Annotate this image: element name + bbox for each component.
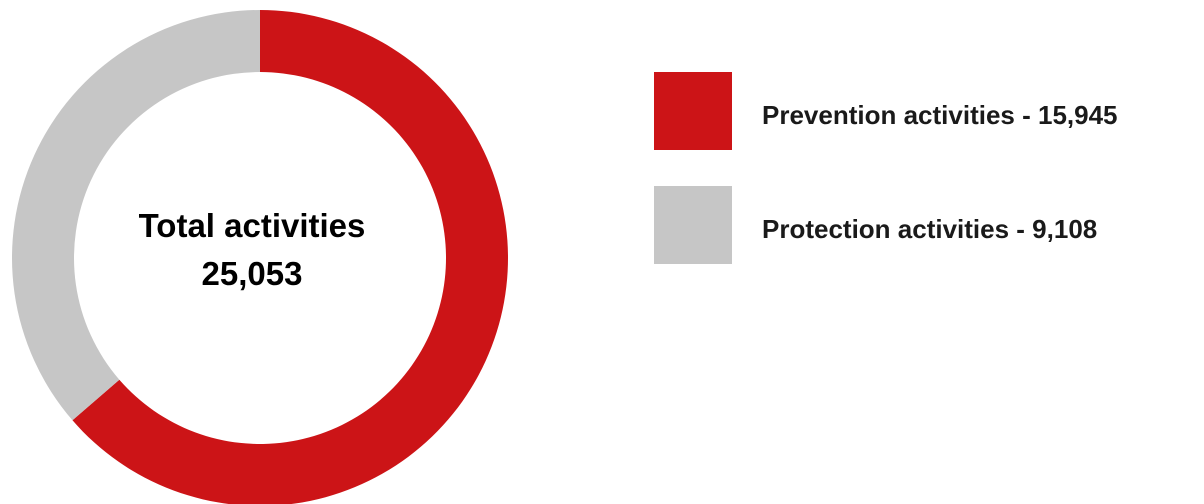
legend-label-prevention-activities: Prevention activities - 15,945 bbox=[762, 100, 1118, 130]
legend-swatch-prevention-activities bbox=[654, 72, 732, 150]
legend-swatch-protection-activities bbox=[654, 186, 732, 264]
slice-prevention-activities bbox=[72, 10, 508, 504]
donut-slices bbox=[11, 10, 508, 504]
center-total-value: 25,053 bbox=[202, 255, 303, 292]
center-title: Total activities bbox=[139, 207, 366, 244]
slice-protection-activities bbox=[11, 10, 261, 421]
legend: Prevention activities - 15,945 Protection… bbox=[654, 72, 1118, 264]
legend-label-protection-activities: Protection activities - 9,108 bbox=[762, 214, 1097, 244]
center-label-group: Total activities 25,053 bbox=[139, 207, 366, 292]
